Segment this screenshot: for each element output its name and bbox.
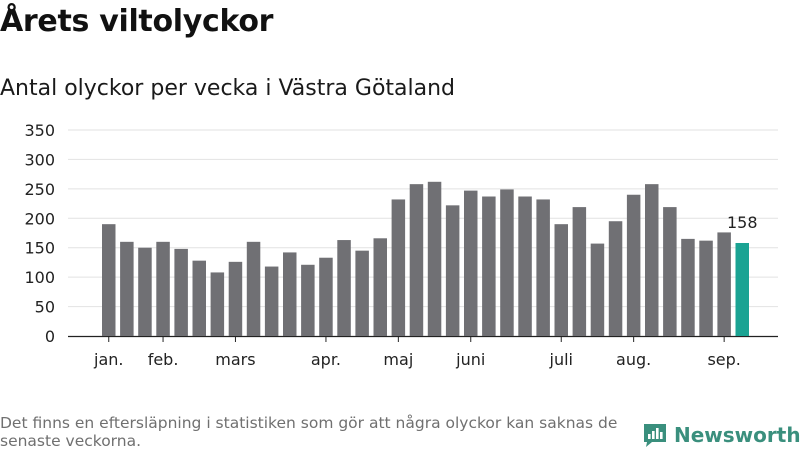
bar	[464, 190, 478, 336]
bar	[337, 240, 351, 336]
data-labels: 158	[727, 213, 758, 232]
bar	[373, 238, 387, 336]
bar	[500, 189, 514, 336]
brand-logo: Newsworthy	[642, 418, 800, 452]
x-tick-label: aug.	[616, 350, 651, 369]
bar	[409, 184, 424, 336]
x-tick-label: maj	[383, 350, 413, 369]
x-tick-label: jan.	[93, 350, 123, 369]
bar	[391, 199, 406, 336]
bar	[445, 205, 460, 336]
bar	[626, 194, 641, 336]
bar	[590, 243, 605, 336]
bar	[246, 241, 261, 336]
y-tick-label: 250	[24, 180, 55, 199]
bar	[572, 207, 587, 336]
bar	[663, 207, 677, 336]
bar	[264, 266, 279, 336]
bar	[427, 181, 442, 336]
bar-chart: 0 50 100 150 200 250 300 350 jan. feb. mars apr. ma…	[24, 121, 778, 369]
bar	[482, 196, 496, 336]
bars	[102, 181, 749, 336]
chart-title: Årets viltolyckor	[0, 4, 274, 39]
bar	[554, 224, 568, 336]
x-tick-label: sep.	[707, 350, 740, 369]
chart-subtitle: Antal olyckor per vecka i Västra Götalan…	[0, 76, 456, 101]
x-tick-label: juni	[455, 350, 485, 369]
y-tick-label: 150	[24, 239, 55, 258]
bar	[192, 260, 206, 336]
x-axis-month-labels: jan. feb. mars apr. maj juni juli aug. sep.	[93, 336, 741, 369]
bar-highlight	[735, 243, 749, 336]
x-tick-label: apr.	[311, 350, 341, 369]
y-tick-label: 350	[24, 121, 55, 140]
brand-name: Newsworthy	[674, 423, 800, 447]
x-tick-label: juli	[549, 350, 573, 369]
y-tick-label: 300	[24, 150, 55, 169]
y-tick-label: 0	[45, 327, 55, 346]
bar	[156, 241, 170, 336]
bar	[138, 247, 152, 336]
bar	[102, 224, 116, 336]
bar	[319, 257, 333, 336]
bar	[120, 241, 134, 336]
bar	[645, 184, 659, 336]
newsworthy-logo-icon	[644, 424, 666, 447]
bar	[699, 240, 713, 336]
bar	[681, 238, 695, 336]
data-label-highlight: 158	[727, 213, 758, 232]
bar	[518, 196, 532, 336]
y-tick-label: 200	[24, 209, 55, 228]
bar	[608, 221, 623, 336]
bar	[717, 232, 731, 336]
x-tick-label: mars	[215, 350, 255, 369]
y-axis-tick-labels: 0 50 100 150 200 250 300 350	[24, 121, 55, 346]
bar	[174, 248, 188, 336]
bar	[283, 252, 297, 336]
bar	[536, 199, 550, 336]
x-tick-label: feb.	[148, 350, 179, 369]
bar	[301, 264, 315, 336]
y-tick-label: 100	[24, 268, 55, 287]
bar	[210, 272, 225, 336]
footnote: Det finns en eftersläpning i statistiken…	[0, 414, 618, 450]
bar	[355, 250, 369, 336]
y-tick-label: 50	[35, 298, 55, 317]
bar	[228, 261, 243, 336]
